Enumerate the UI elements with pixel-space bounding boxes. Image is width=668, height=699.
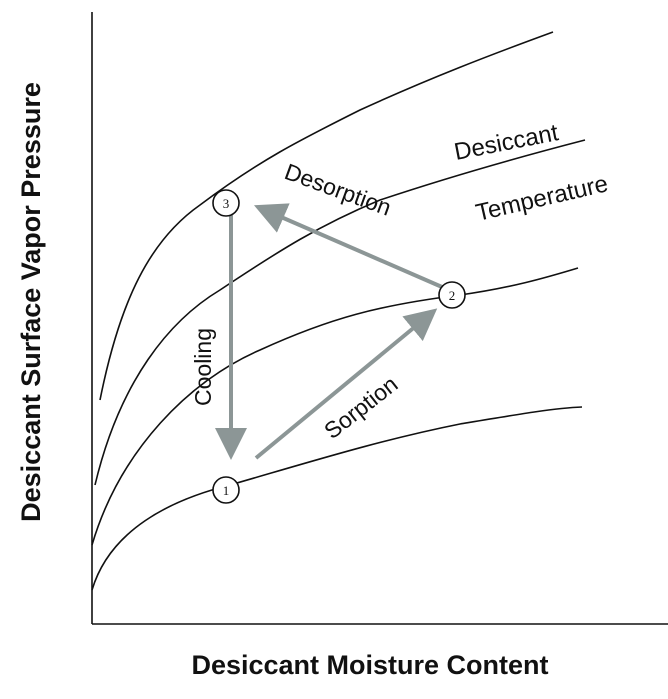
x-axis-label: Desiccant Moisture Content (191, 650, 548, 680)
desorption-arrow (253, 203, 443, 289)
y-axis-label: Desiccant Surface Vapor Pressure (16, 82, 46, 522)
desiccant-label: Desiccant (452, 119, 561, 166)
sorption-arrow (254, 308, 438, 460)
state-point-1-label: 1 (223, 483, 230, 498)
isotherm-curve-top (99, 31, 554, 401)
state-point-2-label: 2 (449, 288, 456, 303)
isotherm-curve-upper (94, 139, 586, 486)
state-point-1: 1 (212, 476, 240, 504)
state-point-3: 3 (212, 189, 240, 217)
isotherm-curve-bottom (91, 406, 583, 591)
state-point-3-label: 3 (223, 196, 230, 211)
isotherm-curve-middle (91, 267, 579, 546)
temperature-label: Temperature (473, 170, 610, 227)
sorption-label: Sorption (319, 371, 403, 444)
desorption-label: Desorption (281, 158, 394, 220)
state-point-2: 2 (438, 281, 466, 309)
cooling-label: Cooling (190, 328, 216, 406)
